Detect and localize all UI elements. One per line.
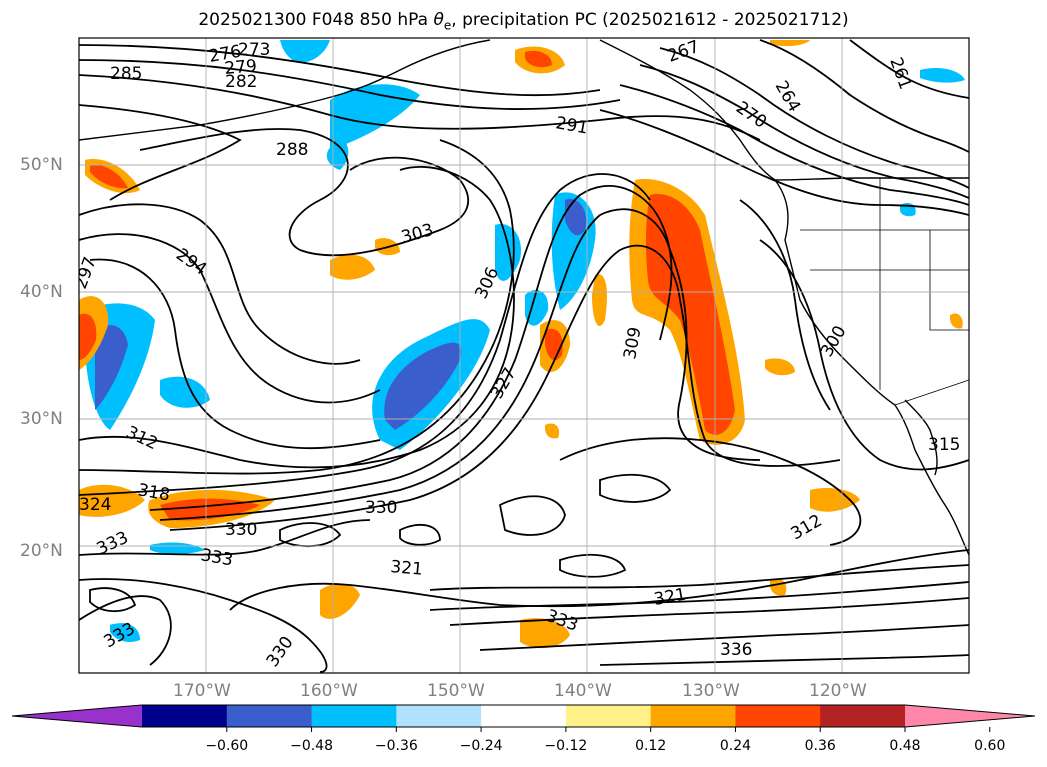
contour-label: 288 (276, 140, 308, 160)
colorbar-tick-label: 0.48 (889, 738, 921, 754)
lon-tick-label: 120°W (809, 681, 867, 701)
contour-label: 282 (225, 72, 257, 92)
lon-tick-label: 140°W (554, 681, 612, 701)
colorbar-bin (735, 705, 821, 727)
colorbar-bin (565, 705, 652, 727)
theta-e-contours (79, 39, 969, 673)
colorbar-tick-label: 0.36 (804, 738, 836, 754)
lon-tick-label: 130°W (682, 681, 740, 701)
lon-tick-label: 170°W (173, 681, 231, 701)
colorbar-tick-label: −0.36 (374, 738, 418, 754)
colorbar-bin (226, 705, 313, 727)
map-frame (78, 37, 970, 674)
contour-label: 330 (225, 520, 257, 540)
lon-tick-label: 150°W (427, 681, 485, 701)
colorbar-tick-label: 0.12 (635, 738, 667, 754)
colorbar-bin (142, 705, 228, 727)
colorbar-bin (820, 705, 906, 727)
colorbar-tick-label: 0.24 (719, 738, 752, 754)
colorbar-bin (650, 705, 736, 727)
contour-label: 273 (238, 40, 270, 60)
colorbar-tick-label: −0.12 (544, 738, 588, 754)
colorbar-tick-label: 0.60 (974, 738, 1006, 754)
colorbar-bin (396, 705, 482, 727)
colorbar-bin (481, 705, 567, 727)
state-borders (800, 178, 969, 406)
colorbar-outline (11, 704, 1036, 728)
contour-label: 324 (79, 495, 111, 515)
coastlines (79, 39, 969, 556)
map-title: 2025021300 F048 850 hPa θe, precipitatio… (198, 10, 849, 33)
colorbar-extend-high (905, 705, 1035, 727)
contour-label: 315 (928, 435, 960, 455)
lat-tick-label: 40°N (20, 282, 63, 302)
colorbar-extend-low (12, 705, 142, 727)
lat-tick-label: 30°N (20, 409, 63, 429)
precip-positive-shading (79, 40, 963, 649)
colorbar-tick-label: −0.24 (459, 738, 503, 754)
gridlines (79, 38, 969, 673)
colorbar (11, 704, 1036, 732)
colorbar-bin (311, 705, 397, 727)
contour-label: 330 (365, 498, 397, 518)
colorbar-tick-label: −0.60 (205, 738, 249, 754)
colorbar-tick-label: −0.48 (290, 738, 333, 754)
lat-tick-label: 20°N (20, 541, 63, 561)
contour-label: 321 (390, 557, 424, 580)
lat-tick-label: 50°N (20, 155, 63, 175)
lon-tick-label: 160°W (300, 681, 358, 701)
contour-label: 336 (720, 640, 752, 660)
contour-label: 285 (110, 64, 142, 84)
contour-label: 279 (224, 56, 258, 79)
